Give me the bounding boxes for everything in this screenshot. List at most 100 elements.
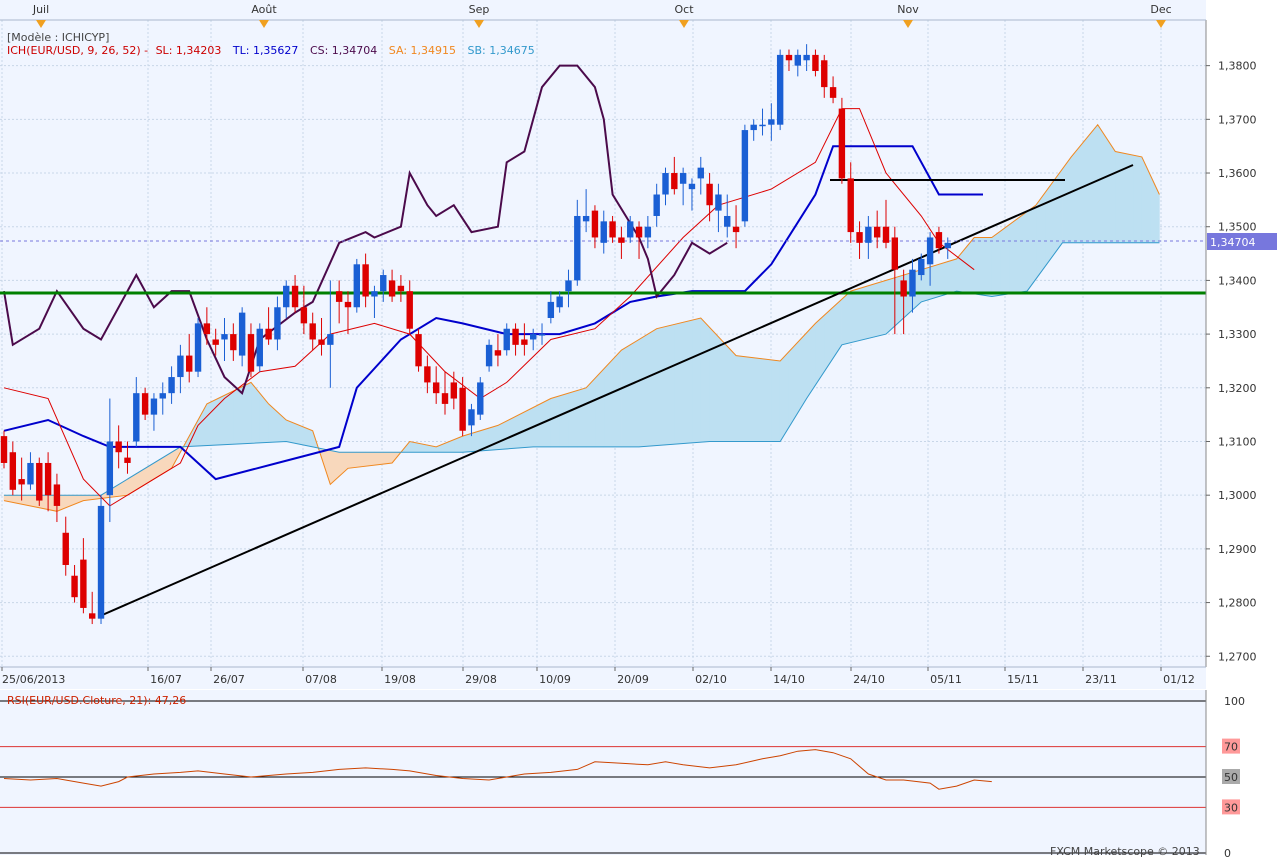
cloud-segment xyxy=(682,319,693,444)
legend-sa: SA: 1,34915 xyxy=(388,44,457,57)
y-tick-label: 1,3700 xyxy=(1218,113,1257,126)
candle-body xyxy=(821,60,828,88)
candle-body xyxy=(591,210,599,238)
candle-body xyxy=(635,226,643,238)
current-price-text: 1,34704 xyxy=(1210,236,1256,249)
cloud-segment xyxy=(1044,180,1054,268)
x-tick-label: 26/07 xyxy=(213,673,245,686)
cloud-segment xyxy=(515,411,525,449)
y-tick-label: 1,2700 xyxy=(1218,650,1257,663)
cloud-segment xyxy=(1097,123,1107,244)
candle-body xyxy=(203,323,211,335)
candle-body xyxy=(274,307,281,340)
y-tick-label: 1,3500 xyxy=(1218,221,1257,234)
cloud-segment xyxy=(779,350,790,443)
rsi-panel[interactable] xyxy=(0,690,1206,855)
candle-body xyxy=(750,124,757,131)
cloud-segment xyxy=(982,237,993,297)
cloud-segment xyxy=(374,451,384,466)
x-tick-label: 14/10 xyxy=(773,673,805,686)
candle-body xyxy=(574,215,581,281)
date-axis xyxy=(0,667,1206,689)
candle-body xyxy=(194,323,202,372)
y-tick-label: 1,3300 xyxy=(1218,328,1257,341)
month-label: Sep xyxy=(469,3,490,16)
candle-body xyxy=(768,119,775,125)
chikou-line xyxy=(3,64,728,395)
rsi-level-label: 0 xyxy=(1224,847,1231,860)
candle-body xyxy=(856,232,863,243)
cloud-segment xyxy=(973,237,984,296)
candle-body xyxy=(582,215,590,222)
candle-body xyxy=(353,264,360,308)
trend-line[interactable] xyxy=(99,164,1134,617)
candle-body xyxy=(724,215,731,227)
cloud-segment xyxy=(612,349,622,448)
candle-body xyxy=(644,226,652,238)
candle-body xyxy=(388,280,396,297)
legend-cs: CS: 1,34704 xyxy=(309,44,378,57)
rsi-level-label: 50 xyxy=(1224,771,1238,784)
month-marker xyxy=(679,20,689,28)
candle-body xyxy=(565,280,572,292)
model-label: [Modèle : ICHICYP] xyxy=(7,31,110,44)
cloud-segment xyxy=(656,326,666,446)
cloud-segment xyxy=(603,358,613,448)
cloud-segment xyxy=(577,387,587,448)
cloud-segment xyxy=(1018,211,1028,293)
cloud-segment xyxy=(206,399,216,446)
cloud-segment xyxy=(462,433,472,453)
cloud-segment xyxy=(674,321,684,445)
candle-body xyxy=(441,393,449,404)
cloud-segment xyxy=(709,326,719,442)
candle-body xyxy=(900,280,907,297)
candle-body xyxy=(89,613,96,619)
rsi-level-label: 70 xyxy=(1224,741,1238,754)
candle-body xyxy=(18,479,25,485)
cloud-segment xyxy=(1009,217,1019,295)
candle-body xyxy=(371,291,378,297)
candle-body xyxy=(697,167,704,179)
cloud-segment xyxy=(1115,151,1125,244)
candle-body xyxy=(838,108,846,179)
cloud-segment xyxy=(550,395,560,448)
candle-body xyxy=(230,334,237,351)
legend-sl: SL: 1,34203 xyxy=(155,44,222,57)
candle-body xyxy=(627,221,634,238)
rsi-level-tag xyxy=(1222,693,1240,708)
x-tick-label: 25/06/2013 xyxy=(2,673,65,686)
cloud-segment xyxy=(224,390,234,445)
month-marker xyxy=(36,20,46,28)
candle-body xyxy=(450,382,458,399)
candle-body xyxy=(865,226,872,243)
candle-body xyxy=(238,312,246,356)
cloud-segment xyxy=(726,345,737,442)
cloud-segment xyxy=(735,355,746,442)
candle-body xyxy=(309,323,316,340)
kijun-line xyxy=(3,145,983,481)
candle-body xyxy=(530,334,537,340)
month-label: Nov xyxy=(897,3,919,16)
legend-tl: TL: 1,35627 xyxy=(232,44,299,57)
candle-body xyxy=(124,457,131,463)
x-tick-label: 05/11 xyxy=(930,673,962,686)
candle-body xyxy=(538,334,546,336)
candle-body xyxy=(671,173,678,190)
candle-body xyxy=(882,226,890,243)
candle-body xyxy=(512,328,519,345)
candle-body xyxy=(503,328,510,351)
candle-body xyxy=(679,173,687,184)
candle-body xyxy=(556,296,563,308)
candle-body xyxy=(432,382,440,394)
candle-body xyxy=(159,393,166,399)
candle-body xyxy=(600,221,607,243)
month-marker xyxy=(903,20,913,28)
candle-body xyxy=(221,334,228,340)
candle-body xyxy=(177,355,184,378)
y-tick-label: 1,3000 xyxy=(1218,489,1257,502)
y-tick-label: 1,3800 xyxy=(1218,60,1257,73)
month-marker xyxy=(259,20,269,28)
cloud-segment xyxy=(629,338,640,448)
candle-body xyxy=(36,462,43,501)
